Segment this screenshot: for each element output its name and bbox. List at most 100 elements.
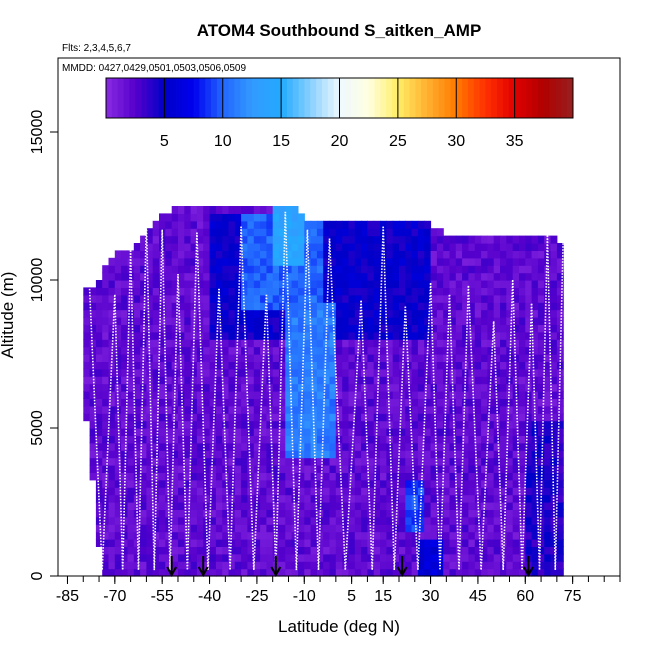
heatmap-cell [310,250,318,259]
heatmap-cell [190,428,198,436]
heatmap-cell [537,331,545,340]
heatmap-cell [348,368,356,377]
heatmap-cell [260,450,267,459]
heatmap-cell [354,568,362,577]
heatmap-cell [506,235,514,244]
heatmap-cell [279,420,286,429]
heatmap-cell [550,331,558,340]
heatmap-cell [114,516,122,525]
colorbar-segment [240,78,247,118]
heatmap-cell [146,280,154,288]
heatmap-cell [323,376,331,385]
heatmap-cell [449,546,457,555]
heatmap-cell [455,479,463,488]
heatmap-cell [298,317,305,325]
heatmap-cell [506,546,514,555]
heatmap-cell [550,317,558,325]
heatmap-cell [348,413,356,422]
heatmap-cell [184,302,192,311]
heatmap-cell [140,502,147,510]
heatmap-cell [367,339,375,348]
heatmap-cell [272,368,280,377]
heatmap-cell [285,509,293,518]
heatmap-cell [279,428,286,436]
heatmap-cell [133,346,141,355]
heatmap-cell [348,435,356,444]
heatmap-cell [304,257,312,266]
heatmap-cell [373,257,381,266]
heatmap-cell [316,265,324,274]
heatmap-cell [424,442,432,451]
heatmap-cell [449,428,457,436]
heatmap-cell [550,368,558,377]
heatmap-cell [209,265,217,274]
heatmap-cell [481,309,488,318]
heatmap-cell [247,287,255,296]
heatmap-cell [184,346,192,355]
heatmap-cell [430,428,438,436]
heatmap-cell [380,228,387,237]
heatmap-cell [500,568,507,577]
heatmap-cell [114,442,122,451]
heatmap-cell [329,553,337,562]
heatmap-cell [310,479,318,488]
heatmap-cell [405,539,413,547]
heatmap-cell [380,309,387,318]
heatmap-cell [203,391,211,399]
heatmap-cell [512,324,520,333]
heatmap-cell [222,272,230,281]
heatmap-cell [171,531,179,540]
heatmap-cell [424,405,432,414]
heatmap-cell [481,479,488,488]
heatmap-cell [285,243,293,251]
heatmap-cell [354,272,362,281]
heatmap-cell [279,383,286,392]
heatmap-cell [380,420,387,429]
colorbar-segment [251,78,259,118]
heatmap-cell [215,368,223,377]
heatmap-cell [127,457,135,466]
heatmap-cell [209,294,217,303]
heatmap-cell [417,368,425,377]
heatmap-cell [146,531,154,540]
heatmap-cell [127,405,135,414]
heatmap-cell [455,539,463,547]
heatmap-cell [285,494,293,503]
heatmap-cell [335,331,343,340]
heatmap-cell [443,257,451,266]
flight-profile-line [88,288,116,571]
heatmap-cell [493,553,501,562]
heatmap-cell [354,457,362,466]
heatmap-cell [304,398,312,407]
heatmap-cell [291,331,299,340]
heatmap-cell [184,280,192,288]
heatmap-cell [310,309,318,318]
heatmap-cell [525,405,533,414]
heatmap-cell [380,487,387,496]
heatmap-cell [241,398,248,407]
heatmap-cell [178,553,185,562]
heatmap-cell [348,568,356,577]
heatmap-cell [184,516,192,525]
heatmap-cell [285,354,293,362]
heatmap-cell [190,509,198,518]
heatmap-cell [316,546,324,555]
heatmap-cell [335,391,343,399]
heatmap-cell [304,243,312,251]
heatmap-cell [500,257,507,266]
heatmap-cell [222,428,230,436]
heatmap-cell [519,405,526,414]
heatmap-cell [298,339,305,348]
heatmap-cell [190,494,198,503]
heatmap-cell [133,472,141,481]
heatmap-cell [222,331,230,340]
heatmap-cell [108,509,116,518]
heatmap-cell [121,287,128,296]
heatmap-cell [493,450,501,459]
heatmap-cell [159,479,166,488]
heatmap-cell [114,309,122,318]
heatmap-cell [121,539,128,547]
heatmap-cell [196,405,204,414]
heatmap-cell [203,398,211,407]
heatmap-cell [335,287,343,296]
